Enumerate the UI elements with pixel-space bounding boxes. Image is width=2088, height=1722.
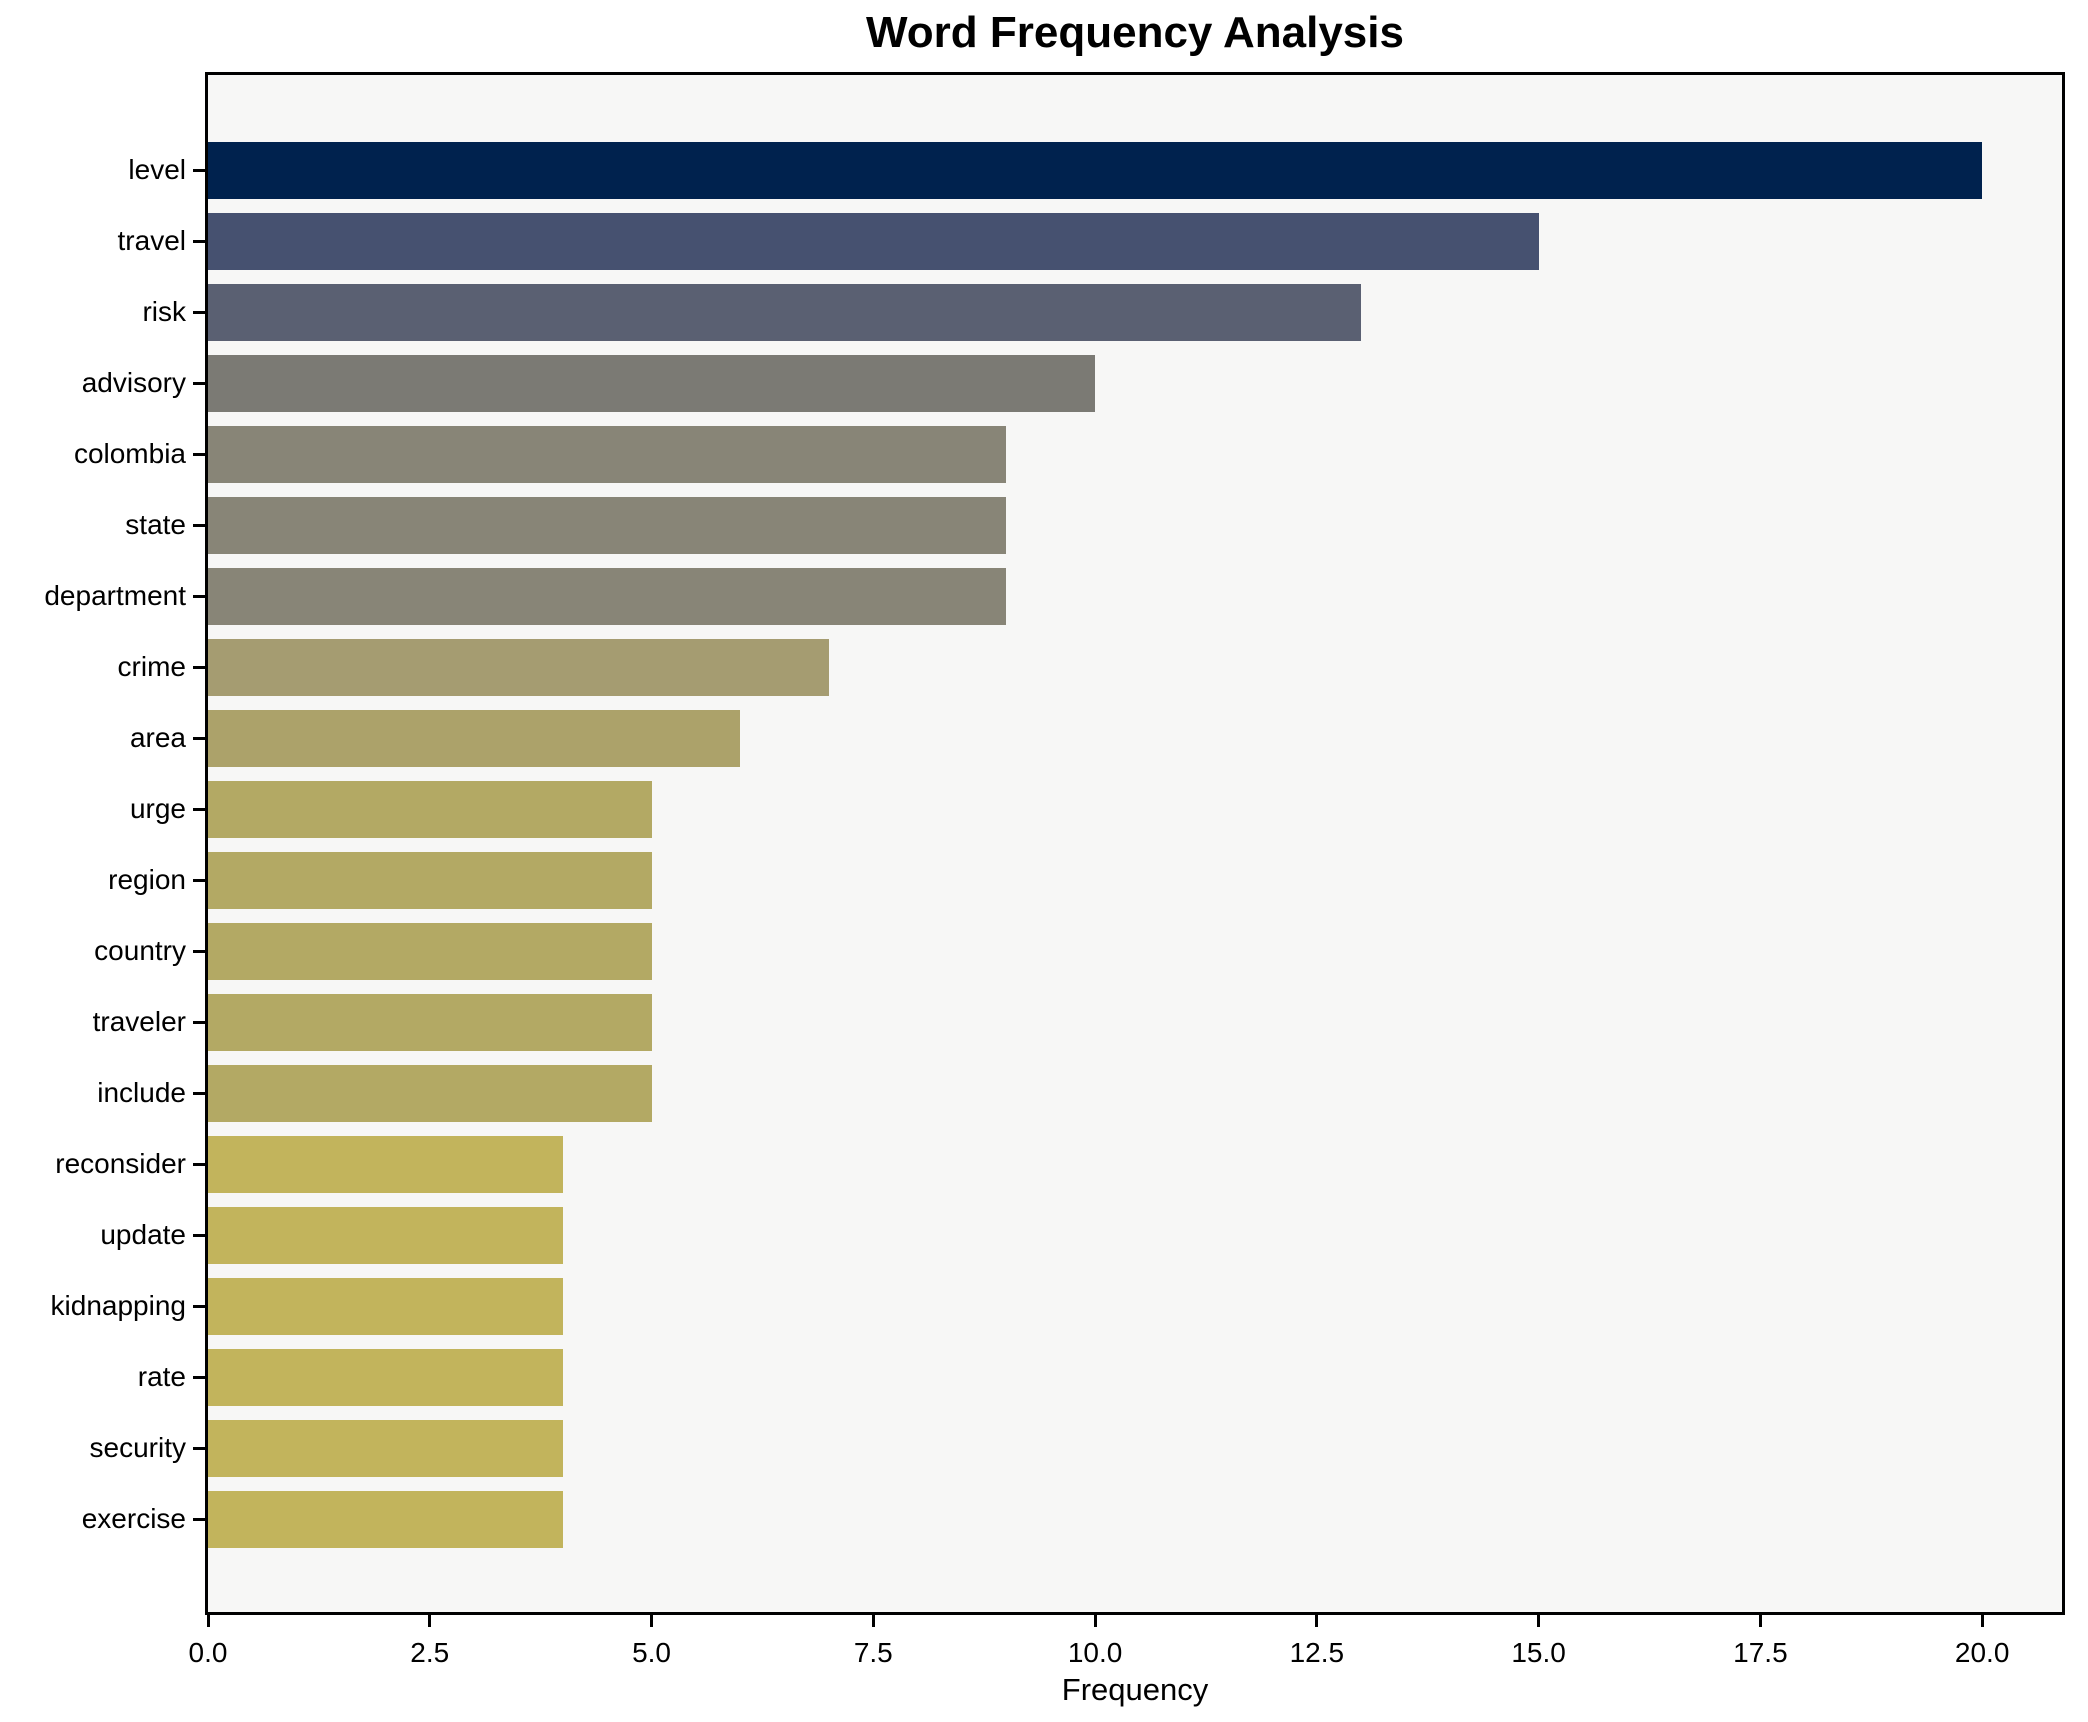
- x-tick-mark: [1758, 1615, 1762, 1627]
- y-tick-mark: [193, 1162, 205, 1166]
- bar-area: [208, 709, 741, 767]
- y-tick-mark: [193, 807, 205, 811]
- y-tick-mark: [193, 594, 205, 598]
- y-tick-mark: [193, 381, 205, 385]
- x-tick-label: 2.5: [410, 1637, 450, 1668]
- y-tick-label: level: [128, 154, 186, 185]
- y-tick-label: rate: [137, 1361, 186, 1392]
- bar-risk: [208, 283, 1362, 341]
- x-tick-mark: [650, 1615, 654, 1627]
- y-tick-mark: [193, 310, 205, 314]
- y-tick-label: state: [125, 509, 186, 540]
- y-tick-label: country: [94, 935, 186, 966]
- x-tick-label: 5.0: [632, 1637, 671, 1668]
- bar-crime: [208, 638, 829, 696]
- y-tick-mark: [193, 1375, 205, 1379]
- bar-colombia: [208, 425, 1007, 483]
- y-tick-mark: [193, 949, 205, 953]
- y-tick-mark: [193, 1446, 205, 1450]
- y-tick-label: department: [44, 580, 186, 611]
- bar-urge: [208, 780, 652, 838]
- x-tick-mark: [428, 1615, 432, 1627]
- y-tick-mark: [193, 1020, 205, 1024]
- y-tick-mark: [193, 1517, 205, 1521]
- y-tick-mark: [193, 452, 205, 456]
- y-tick-label: security: [89, 1432, 186, 1463]
- plot-area: [205, 72, 2065, 1615]
- y-tick-label: traveler: [92, 1006, 186, 1037]
- bar-security: [208, 1419, 563, 1477]
- bar-level: [208, 141, 1983, 199]
- bar-update: [208, 1206, 563, 1264]
- y-tick-label: kidnapping: [50, 1290, 186, 1321]
- bar-department: [208, 567, 1007, 625]
- y-tick-label: region: [108, 864, 186, 895]
- bar-kidnapping: [208, 1277, 563, 1335]
- y-tick-label: update: [100, 1219, 186, 1250]
- y-tick-label: include: [97, 1077, 186, 1108]
- y-tick-mark: [193, 168, 205, 172]
- bar-state: [208, 496, 1007, 554]
- y-tick-mark: [193, 1233, 205, 1237]
- bar-region: [208, 851, 652, 909]
- y-tick-label: urge: [129, 793, 186, 824]
- x-tick-mark: [1980, 1615, 1984, 1627]
- y-tick-label: colombia: [73, 438, 186, 469]
- bar-country: [208, 922, 652, 980]
- bar-reconsider: [208, 1135, 563, 1193]
- y-tick-label: exercise: [81, 1503, 186, 1534]
- y-tick-label: travel: [117, 225, 186, 256]
- x-tick-label: 12.5: [1289, 1637, 1345, 1668]
- y-tick-mark: [193, 1304, 205, 1308]
- bar-traveler: [208, 993, 652, 1051]
- chart-title: Word Frequency Analysis: [866, 8, 1404, 57]
- y-tick-mark: [193, 523, 205, 527]
- y-tick-label: advisory: [81, 367, 186, 398]
- y-tick-mark: [193, 239, 205, 243]
- x-tick-mark: [206, 1615, 210, 1627]
- y-tick-mark: [193, 665, 205, 669]
- y-tick-label: area: [129, 722, 186, 753]
- x-tick-label: 7.5: [853, 1637, 893, 1668]
- bar-travel: [208, 212, 1539, 270]
- bar-rate: [208, 1348, 563, 1406]
- x-tick-label: 17.5: [1733, 1637, 1788, 1668]
- x-tick-mark: [871, 1615, 875, 1627]
- bar-exercise: [208, 1490, 563, 1548]
- x-tick-label: 15.0: [1511, 1637, 1566, 1668]
- y-tick-label: crime: [117, 651, 186, 682]
- x-tick-mark: [1315, 1615, 1319, 1627]
- y-tick-label: risk: [142, 296, 186, 327]
- x-axis-label: Frequency: [1061, 1672, 1209, 1707]
- y-tick-mark: [193, 878, 205, 882]
- x-tick-label: 0.0: [188, 1637, 228, 1668]
- y-tick-mark: [193, 1091, 205, 1095]
- bar-include: [208, 1064, 652, 1122]
- x-tick-label: 10.0: [1067, 1637, 1123, 1668]
- x-tick-mark: [1093, 1615, 1097, 1627]
- y-tick-label: reconsider: [55, 1148, 186, 1179]
- x-tick-label: 20.0: [1954, 1637, 2010, 1668]
- x-tick-mark: [1537, 1615, 1541, 1627]
- bar-advisory: [208, 354, 1096, 412]
- y-tick-mark: [193, 736, 205, 740]
